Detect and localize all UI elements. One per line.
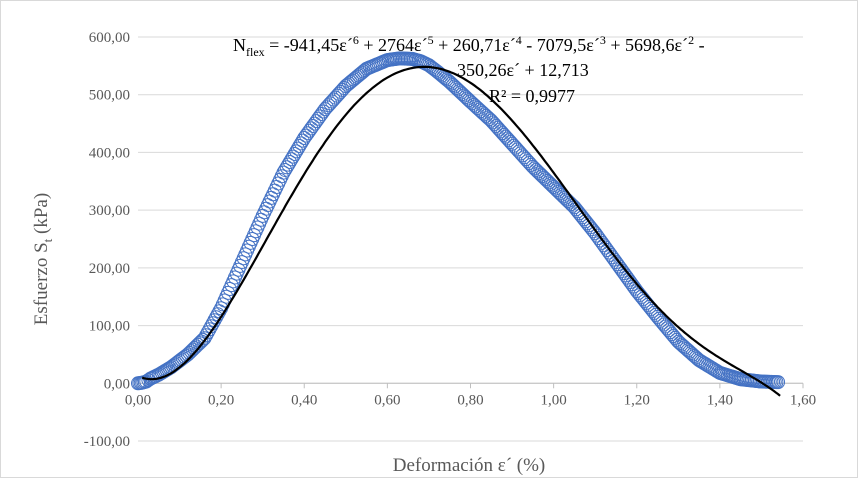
data-point [591, 231, 606, 246]
data-point [312, 109, 327, 124]
y-axis-title-main: Esfuerzo S [31, 242, 52, 325]
eq-tail: - [694, 35, 705, 55]
r-squared-label: R² = 0,9977 [489, 86, 575, 106]
eq-e6: 6 [353, 33, 359, 47]
data-point [304, 121, 319, 136]
data-point [511, 144, 526, 159]
y-axis-title: Esfuerzo St (kPa) [31, 193, 55, 325]
data-point [505, 136, 520, 151]
data-point [302, 123, 317, 138]
eq-e3: 3 [600, 33, 606, 47]
data-point [323, 96, 338, 111]
y-tick-label: 400,00 [89, 145, 130, 161]
data-point [331, 86, 346, 101]
data-point [595, 235, 610, 250]
x-tick-label: 1,20 [624, 392, 650, 408]
x-tick-labels: 0,00 0,20 0,40 0,60 0,80 1,00 1,20 1,40 1,60 [125, 392, 816, 408]
y-tick-label: 100,00 [89, 319, 130, 335]
y-tick-label: 500,00 [89, 88, 130, 104]
eq-c5: + 2764ε´ [359, 35, 428, 55]
data-point [600, 243, 615, 258]
data-point [295, 133, 310, 148]
x-tick-label: 0,20 [208, 392, 234, 408]
data-point [605, 250, 620, 265]
x-tick-label: 0,60 [374, 392, 400, 408]
data-point [602, 245, 617, 260]
y-tick-label: -100,00 [84, 434, 130, 450]
data-point [510, 142, 525, 157]
x-tick-label: 0,80 [457, 392, 483, 408]
eq-c3: - 7079,5ε´ [522, 35, 600, 55]
data-point [596, 238, 611, 253]
data-point [309, 114, 324, 129]
x-tick-label: 1,60 [790, 392, 816, 408]
eq-n-sub: flex [246, 45, 265, 59]
data-point [518, 152, 533, 167]
data-point [593, 233, 608, 248]
y-axis-title-sub: t [40, 238, 55, 242]
data-point [318, 102, 333, 117]
y-axis-title-unit: (kPa) [31, 193, 52, 239]
data-point [311, 111, 326, 126]
data-point [513, 146, 528, 161]
data-point [508, 140, 523, 155]
x-tick-label: 0,40 [291, 392, 317, 408]
data-point [305, 118, 320, 133]
data-point [589, 228, 604, 243]
data-point [319, 100, 334, 115]
x-axis-title: Deformación ε´ (%) [393, 455, 546, 476]
data-point [598, 240, 613, 255]
data-point [607, 252, 622, 267]
eq-e5: 5 [428, 33, 434, 47]
y-tick-label: 300,00 [89, 203, 130, 219]
eq-c2: + 5698,6ε´ [606, 35, 688, 55]
eq-e2: 2 [688, 33, 694, 47]
x-tick-label: 0,00 [125, 392, 151, 408]
data-point [298, 128, 313, 143]
data-point [603, 247, 618, 262]
x-tick-label: 1,40 [707, 392, 733, 408]
y-tick-label: 0,00 [104, 376, 130, 392]
data-point [515, 148, 530, 163]
trendline-equation-line2: 350,26ε´ + 12,713 [457, 60, 589, 80]
y-tick-label: 200,00 [89, 261, 130, 277]
data-point [195, 332, 210, 347]
data-markers [131, 51, 786, 391]
data-point [506, 138, 521, 153]
data-point [274, 169, 289, 184]
data-point [300, 126, 315, 141]
trendline-equation-line1: Nflex = -941,45ε´6 + 2764ε´5 + 260,71ε´4… [233, 33, 705, 59]
trendline [141, 65, 781, 397]
x-tick-label: 1,00 [541, 392, 567, 408]
eq-n: N [233, 35, 246, 55]
data-point [690, 351, 705, 366]
data-point [328, 90, 343, 105]
y-tick-labels: -100,00 0,00 100,00 200,00 300,00 400,00 500,0… [84, 30, 130, 450]
data-point [771, 375, 786, 390]
eq-c4: + 260,71ε´ [434, 35, 516, 55]
data-point [307, 116, 322, 131]
eq-e4: 4 [516, 33, 522, 47]
data-point [517, 150, 532, 165]
y-tick-label: 600,00 [89, 30, 130, 46]
data-point [324, 94, 339, 109]
data-point [330, 88, 345, 103]
data-point [326, 92, 341, 107]
data-point [297, 131, 312, 145]
data-point [321, 98, 336, 113]
axes [137, 382, 804, 389]
eq-c6: = -941,45ε´ [265, 35, 353, 55]
data-point [588, 226, 603, 241]
